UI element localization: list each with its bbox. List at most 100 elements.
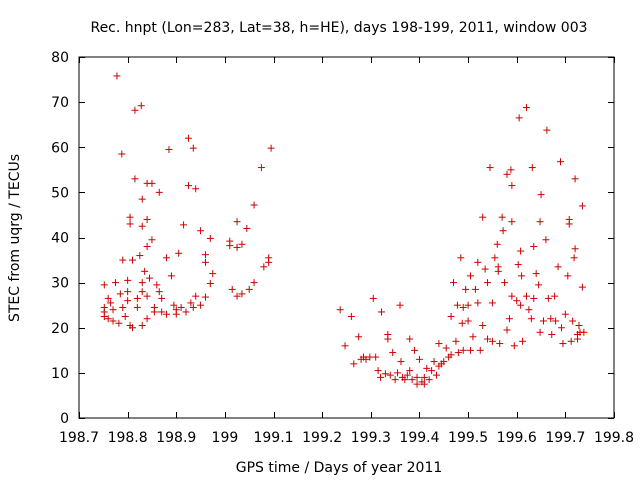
data-point [197,227,205,235]
data-point [488,299,496,307]
data-point [554,263,562,271]
data-point [250,279,258,287]
y-tick-label: 60 [51,140,69,156]
data-point [189,144,197,152]
data-point [100,281,108,289]
data-point [488,337,496,345]
data-point [267,144,275,152]
x-axis-label: GPS time / Days of year 2011 [236,460,443,476]
data-point [118,150,126,158]
data-point [453,301,461,309]
x-tick-label: 198.9 [156,430,196,446]
data-point [341,342,349,350]
data-point [111,279,119,287]
data-point [165,146,173,154]
data-point [143,292,151,300]
data-point [420,373,428,381]
data-point [452,337,460,345]
data-point [138,195,146,203]
data-point [510,342,518,350]
data-point [362,355,370,363]
data-point [535,281,543,289]
data-point [467,272,475,280]
x-tick-label: 198.8 [108,430,148,446]
data-point [571,175,579,183]
data-point [435,340,443,348]
data-point [336,306,344,314]
data-point [528,164,536,172]
y-axis-label: STEC from uqrg / TECUs [7,154,23,322]
data-point [508,218,516,226]
data-point [508,292,516,300]
data-point [505,315,513,323]
data-point [496,340,504,348]
x-tick-label: 199.1 [253,430,293,446]
data-point [457,254,465,262]
x-tick-label: 199.7 [545,430,585,446]
x-axis-ticks: 198.7 198.8 198.9 199 199.1 199.2 199.3 199.4 19… [59,57,634,446]
data-point [522,292,530,300]
data-point [570,254,578,262]
data-point [136,252,144,260]
data-point [138,222,146,230]
data-point [476,346,484,354]
data-point [153,281,161,289]
x-tick-label: 198.7 [59,430,99,446]
data-point [484,335,492,343]
data-point [519,337,527,345]
data-point [464,301,472,309]
data-point [377,373,385,381]
data-point [104,294,112,302]
data-point [494,263,502,271]
data-point [260,263,268,271]
data-point [124,297,132,305]
data-point [126,220,134,228]
data-point [238,240,246,248]
data-point [415,355,423,363]
data-point [201,258,209,266]
data-point [163,310,171,318]
x-tick-label: 199 [212,430,239,446]
data-point [374,367,382,375]
data-point [536,328,544,336]
data-point [350,360,358,368]
data-point [408,376,416,384]
data-point [522,104,530,112]
data-point [233,243,241,251]
data-point [397,358,405,366]
data-point [499,227,507,235]
y-axis-ticks: 0 10 20 30 40 50 60 70 80 [51,50,614,427]
data-point [233,218,241,226]
data-point [197,301,205,309]
data-point [406,335,414,343]
data-point [469,333,477,341]
data-point [474,299,482,307]
data-point [571,245,579,253]
data-point [467,346,475,354]
data-point [115,319,123,327]
data-point [440,358,448,366]
data-point [184,182,192,190]
data-point [552,317,560,325]
data-point [126,213,134,221]
y-tick-label: 20 [51,321,69,337]
x-tick-label: 199.5 [448,430,488,446]
data-point [355,333,363,341]
data-point [508,182,516,190]
data-point [238,290,246,298]
data-point [515,114,523,122]
data-point [182,308,190,316]
x-tick-label: 199.3 [351,430,391,446]
data-point [155,188,163,196]
data-point [113,72,121,80]
data-points [100,72,588,388]
data-point [124,276,132,284]
data-point [163,254,171,262]
data-point [479,213,487,221]
data-point [525,306,533,314]
data-point [369,294,377,302]
data-point [527,315,535,323]
data-point [107,299,115,307]
data-point [228,285,236,293]
